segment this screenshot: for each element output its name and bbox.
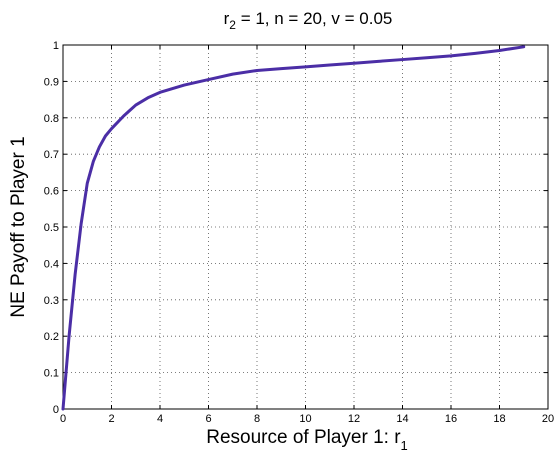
ticks: 0 2 4 6 8 10 12 14 16 18 20 0 0.1 0.2 0.3 0.4 0.5 0.6 0.7 0… — [44, 40, 554, 425]
y-tick-label: 0.1 — [44, 368, 59, 380]
x-tick-label: 2 — [108, 413, 114, 425]
grid — [63, 45, 548, 409]
series-line-0 — [61, 45, 526, 411]
y-tick-label: 0.3 — [44, 295, 59, 307]
x-tick-label: 12 — [348, 413, 360, 425]
x-axis-label: Resource of Player 1: r1 — [206, 427, 408, 453]
y-tick-label: 0.7 — [44, 149, 59, 161]
x-tick-label: 0 — [60, 413, 66, 425]
y-tick-label: 0.2 — [44, 331, 59, 343]
x-tick-label: 20 — [542, 413, 554, 425]
x-tick-label: 8 — [254, 413, 260, 425]
x-tick-label: 16 — [445, 413, 457, 425]
y-tick-label: 1 — [53, 40, 59, 52]
x-tick-label: 10 — [299, 413, 311, 425]
x-tick-label: 14 — [396, 413, 408, 425]
x-tick-label: 18 — [493, 413, 505, 425]
y-tick-label: 0.8 — [44, 113, 59, 125]
y-tick-label: 0.5 — [44, 222, 59, 234]
chart-title: r2 = 1, n = 20, v = 0.05 — [224, 9, 393, 32]
y-tick-label: 0.6 — [44, 186, 59, 198]
y-tick-label: 0.4 — [44, 258, 59, 270]
y-tick-label: 0.9 — [44, 76, 59, 88]
series-layer — [61, 45, 526, 411]
y-tick-label: 0 — [53, 404, 59, 416]
x-tick-label: 4 — [157, 413, 163, 425]
x-tick-label: 6 — [205, 413, 211, 425]
y-axis-label: NE Payoff to Player 1 — [8, 136, 29, 317]
